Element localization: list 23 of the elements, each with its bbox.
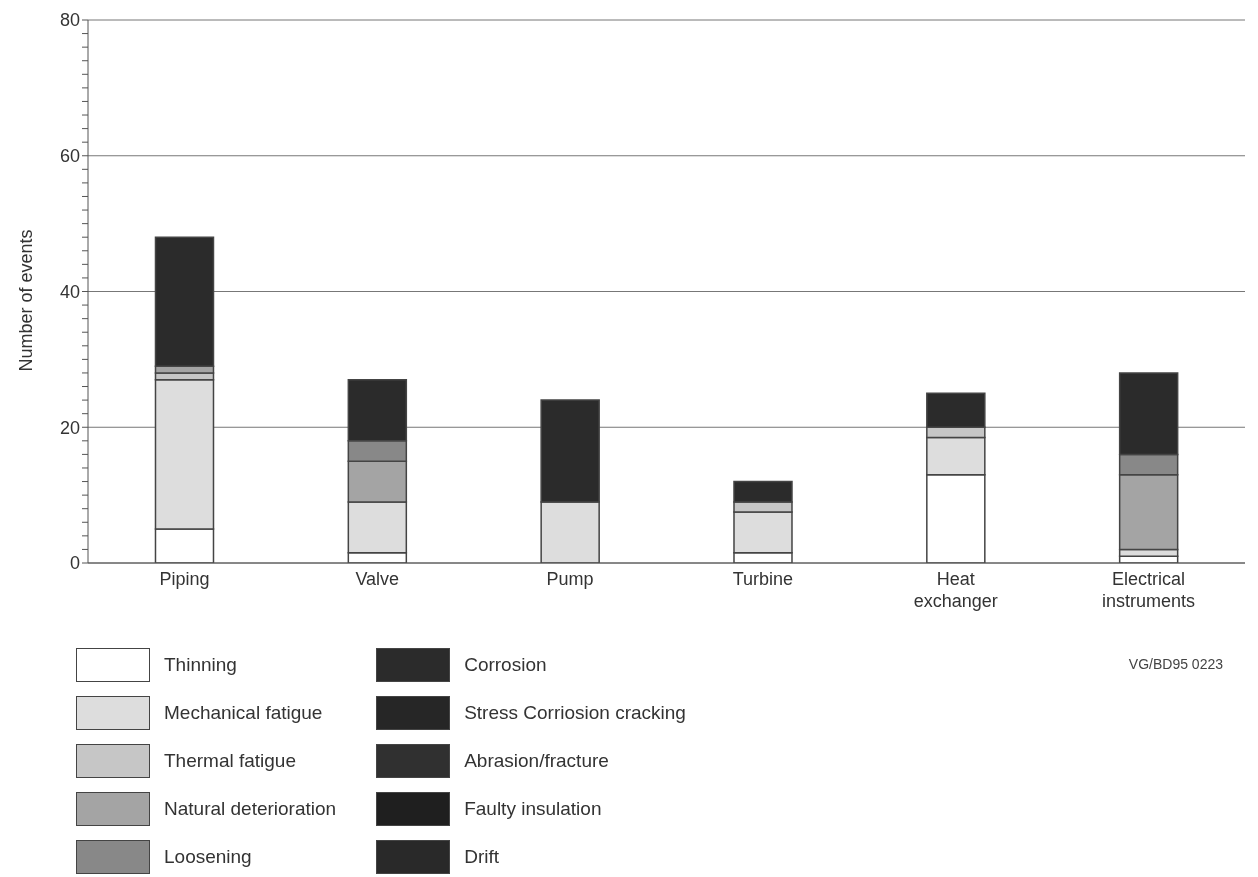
legend-label: Mechanical fatigue xyxy=(164,702,323,724)
x-tick-label: Electrical instruments xyxy=(1102,569,1196,611)
x-tick-label: Pump xyxy=(546,569,594,589)
legend-label: Drift xyxy=(464,846,499,868)
legend-label: Thinning xyxy=(164,654,237,676)
y-tick-label: 40 xyxy=(59,281,80,302)
legend-label: Abrasion/fracture xyxy=(464,750,609,772)
x-tick-label: Valve xyxy=(355,569,400,589)
y-tick-label: 0 xyxy=(69,553,80,574)
legend-label: Stress Corriosion cracking xyxy=(464,702,686,724)
y-tick-label: 80 xyxy=(59,10,80,31)
x-tick-label: Turbine xyxy=(732,569,794,589)
x-tick-label: Heat exchanger xyxy=(913,569,998,611)
legend-label: Thermal fatigue xyxy=(164,750,297,772)
legend-label: Faulty insulation xyxy=(464,798,602,820)
y-axis-title: Number of events xyxy=(16,229,37,372)
y-tick-label: 20 xyxy=(59,417,80,438)
legend-label: Natural deterioration xyxy=(164,798,337,820)
legend-label: Corrosion xyxy=(464,654,547,676)
legend-label: Loosening xyxy=(164,846,252,868)
y-tick-label: 60 xyxy=(59,146,80,167)
x-tick-label: Piping xyxy=(159,569,210,589)
text: VG/BD95 0223 xyxy=(1128,656,1223,672)
